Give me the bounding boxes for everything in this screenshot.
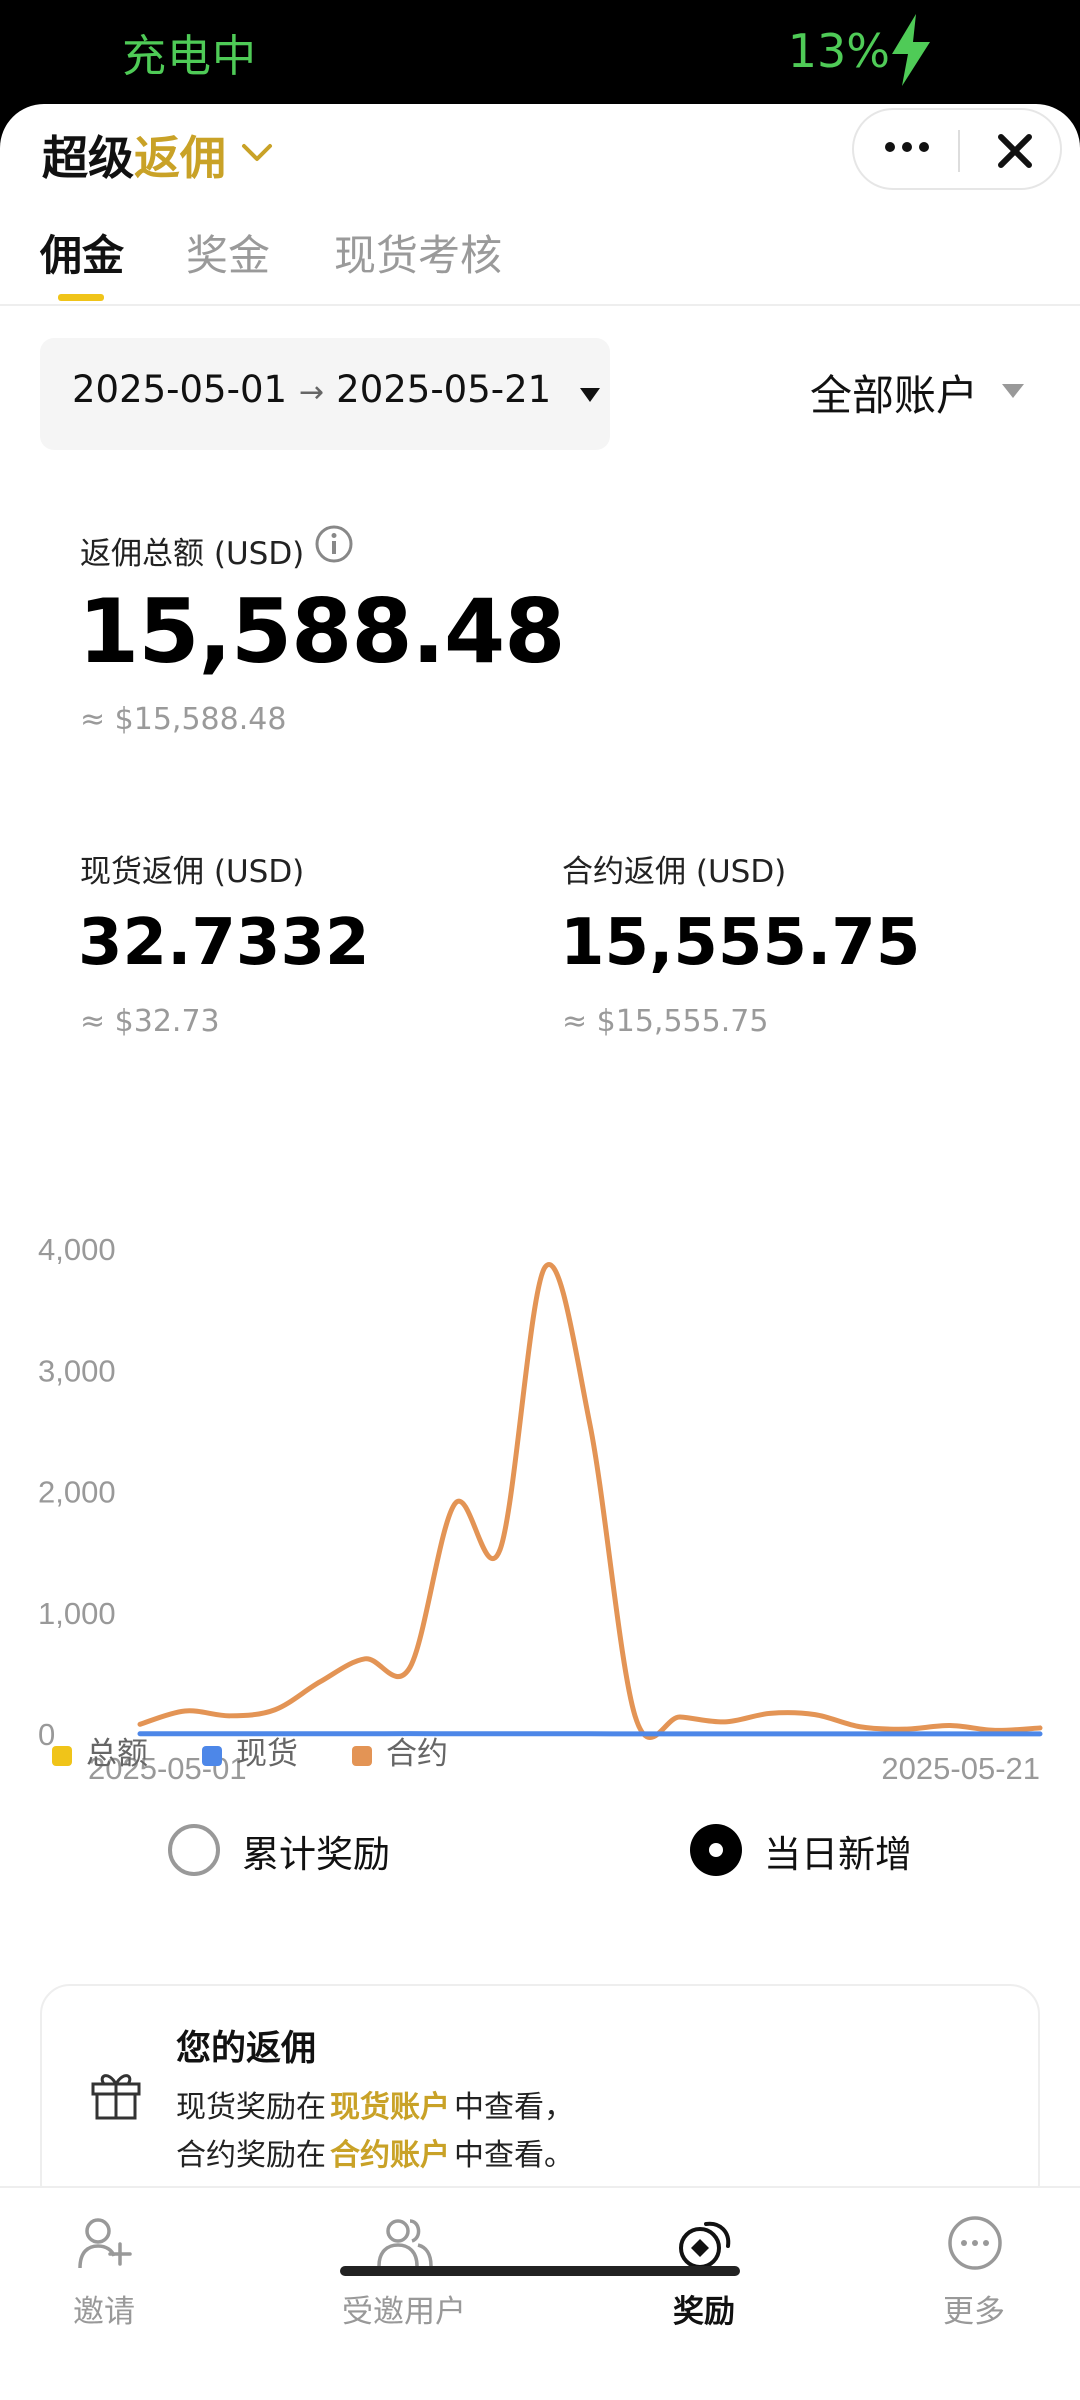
legend-swatch <box>202 1746 222 1766</box>
legend-label: 总额 <box>86 1736 148 1772</box>
y-tick-label: 0 <box>38 1717 55 1752</box>
nav-invite-label: 邀请 <box>73 2294 135 2330</box>
total-rebate-label: 返佣总额 (USD) <box>80 536 305 572</box>
close-icon[interactable] <box>996 132 1034 170</box>
card-line-spot: 现货奖励在 现货账户 中查看， <box>176 2082 574 2126</box>
radio-circle[interactable] <box>168 1824 220 1876</box>
rebate-info-card: 您的返佣 现货奖励在 现货账户 中查看， 合约奖励在 合约账户 中查看。 <box>40 1984 1040 2214</box>
radio-daily-label: 当日新增 <box>764 1833 912 1876</box>
spot-rebate-label: 现货返佣 (USD) <box>80 854 305 890</box>
battery-percentage: 13% <box>787 24 890 78</box>
tabs-divider <box>0 304 1080 306</box>
legend-swatch <box>52 1746 72 1766</box>
legend-swatch <box>352 1746 372 1766</box>
date-arrow: → <box>299 375 325 410</box>
active-tab-indicator <box>58 294 104 301</box>
legend-item[interactable]: 现货 <box>202 1728 298 1773</box>
mini-app-sheet: 超级返佣 佣金 奖金 现货考核 2025-05-01 → 2025-05-21 全部… <box>0 104 1080 2400</box>
spot-rebate-approx: ≈ $32.73 <box>80 1004 220 1039</box>
legend-label: 合约 <box>386 1736 448 1772</box>
tab-commission[interactable]: 佣金 <box>40 231 125 280</box>
total-rebate-approx: ≈ $15,588.48 <box>80 702 287 737</box>
title-part-accent: 返佣 <box>134 131 226 185</box>
nav-invite[interactable]: 邀请 <box>4 2188 204 2348</box>
chevron-down-icon[interactable] <box>240 142 274 164</box>
radio-circle-selected[interactable] <box>690 1824 742 1876</box>
futures-rebate-value: 15,555.75 <box>560 906 921 980</box>
date-range-picker[interactable]: 2025-05-01 → 2025-05-21 <box>40 338 610 450</box>
nav-more-label: 更多 <box>943 2294 1005 2330</box>
x-tick-label: 2025-05-21 <box>881 1751 1040 1786</box>
legend-label: 现货 <box>236 1736 298 1772</box>
mode-toggle: 累计奖励 当日新增 <box>0 1820 1080 1900</box>
card-line2-prefix: 合约奖励在 <box>176 2138 326 2173</box>
card-title: 您的返佣 <box>176 2029 317 2069</box>
date-range-text: 2025-05-01 → 2025-05-21 <box>72 368 551 411</box>
futures-rebate-label: 合约返佣 (USD) <box>562 854 787 890</box>
caret-down-icon[interactable] <box>1002 384 1024 398</box>
status-bar: 充电中 13% <box>0 0 1080 104</box>
card-line1-prefix: 现货奖励在 <box>176 2090 326 2125</box>
caret-down-icon <box>580 388 600 402</box>
title-part-main: 超级 <box>42 131 134 185</box>
y-tick-label: 1,000 <box>38 1596 116 1631</box>
charging-bolt-icon <box>892 14 930 86</box>
capsule-divider <box>958 130 960 172</box>
nav-invited-users[interactable]: 受邀用户 <box>304 2188 504 2348</box>
gift-icon <box>91 2074 141 2120</box>
y-tick-label: 4,000 <box>38 1232 116 1267</box>
mini-app-capsule <box>852 108 1062 190</box>
tab-spot-assessment[interactable]: 现货考核 <box>334 231 503 280</box>
spot-rebate-value: 32.7332 <box>78 906 370 980</box>
legend-item[interactable]: 总额 <box>52 1728 148 1773</box>
reward-icon <box>679 2221 731 2269</box>
nav-invited-users-label: 受邀用户 <box>342 2294 466 2330</box>
account-select[interactable]: 全部账户 <box>810 371 979 420</box>
bottom-navigation: 邀请 受邀用户 奖励 <box>0 2186 1080 2400</box>
more-dots-icon[interactable] <box>884 140 930 154</box>
y-tick-label: 2,000 <box>38 1475 116 1510</box>
y-tick-label: 3,000 <box>38 1353 116 1388</box>
invite-icon <box>78 2218 132 2269</box>
tab-bonus[interactable]: 奖金 <box>186 231 271 280</box>
card-line1-suffix: 中查看， <box>454 2090 574 2125</box>
home-indicator <box>340 2266 740 2276</box>
date-start: 2025-05-01 <box>72 368 288 411</box>
tab-bar: 佣金 奖金 现货考核 <box>0 222 1080 306</box>
page-title[interactable]: 超级返佣 <box>42 122 226 188</box>
total-rebate-value: 15,588.48 <box>78 580 565 683</box>
spot-account-link[interactable]: 现货账户 <box>330 2090 450 2125</box>
legend-item[interactable]: 合约 <box>352 1728 448 1773</box>
more-icon <box>948 2216 1002 2270</box>
users-icon <box>377 2219 433 2267</box>
card-line2-suffix: 中查看。 <box>454 2138 574 2173</box>
card-line-futures: 合约奖励在 合约账户 中查看。 <box>176 2130 574 2174</box>
info-icon[interactable] <box>314 524 354 564</box>
nav-rewards[interactable]: 奖励 <box>604 2188 804 2348</box>
nav-more[interactable]: 更多 <box>874 2188 1074 2348</box>
nav-rewards-label: 奖励 <box>673 2294 735 2330</box>
charging-status: 充电中 <box>122 31 257 82</box>
futures-account-link[interactable]: 合约账户 <box>330 2138 450 2173</box>
series-line-futures <box>137 1262 1043 1740</box>
date-end: 2025-05-21 <box>336 368 552 411</box>
radio-cumulative-label: 累计奖励 <box>242 1833 390 1876</box>
futures-rebate-approx: ≈ $15,555.75 <box>562 1004 769 1039</box>
